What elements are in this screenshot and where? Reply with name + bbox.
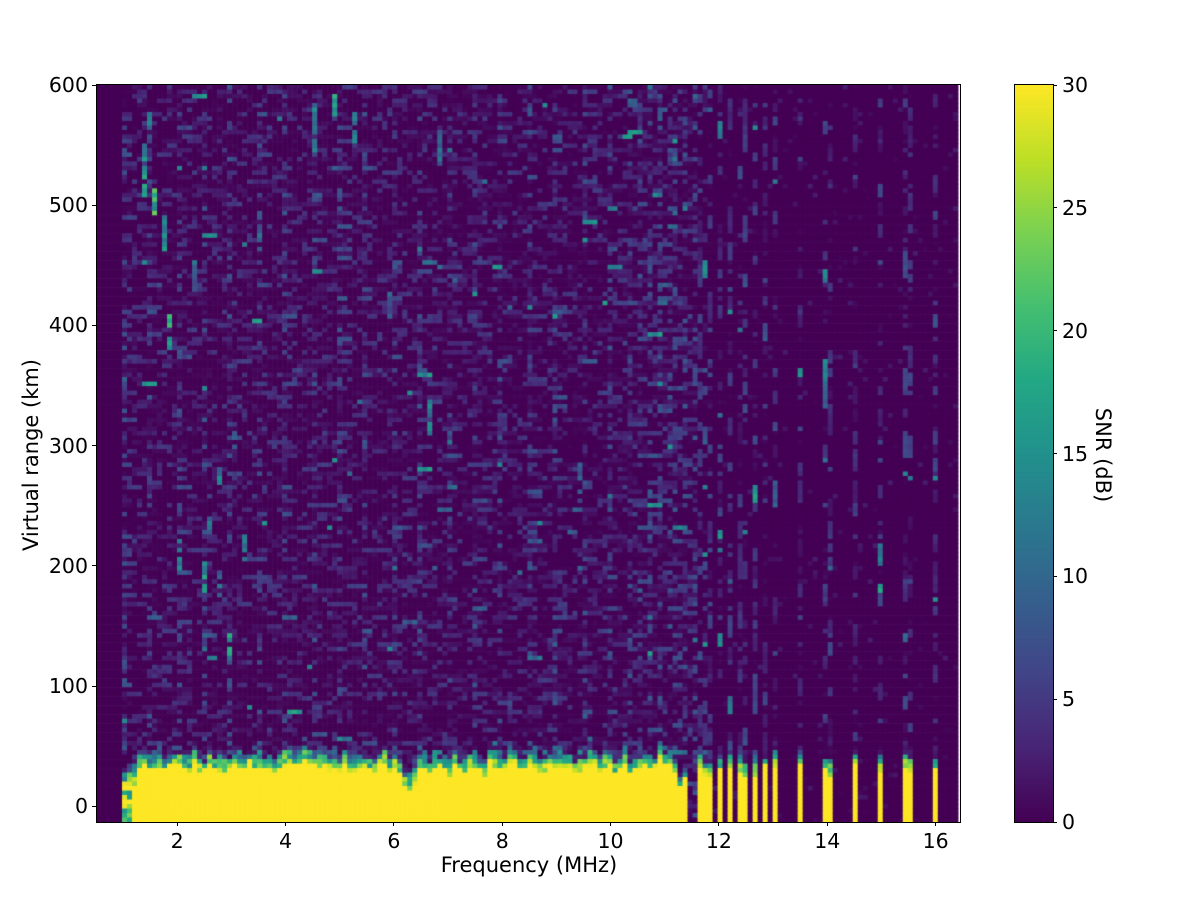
colorbar-tick-mark bbox=[1053, 821, 1057, 823]
y-tick-mark bbox=[92, 445, 96, 447]
y-tick-mark bbox=[92, 324, 96, 326]
x-tick-mark bbox=[718, 822, 720, 826]
colorbar-tick-label: 20 bbox=[1062, 318, 1089, 343]
y-tick-label: 600 bbox=[48, 73, 88, 97]
y-tick-label: 300 bbox=[48, 433, 88, 458]
y-tick-label: 500 bbox=[48, 193, 88, 218]
x-tick-mark bbox=[285, 822, 287, 826]
y-tick-label: 0 bbox=[74, 794, 88, 819]
y-tick-mark bbox=[92, 685, 96, 687]
x-tick-mark bbox=[935, 822, 937, 826]
x-tick-mark bbox=[610, 822, 612, 826]
x-tick-mark bbox=[501, 822, 503, 826]
colorbar-tick-mark bbox=[1053, 84, 1057, 86]
colorbar bbox=[1014, 84, 1054, 823]
plot-area bbox=[96, 84, 961, 823]
x-axis-label: Frequency (MHz) bbox=[440, 853, 618, 877]
colorbar-tick-mark bbox=[1053, 575, 1057, 577]
y-tick-mark bbox=[92, 84, 96, 86]
colorbar-tick-label: 5 bbox=[1062, 687, 1076, 712]
y-tick-label: 400 bbox=[48, 313, 88, 338]
colorbar-tick-label: 15 bbox=[1062, 441, 1089, 466]
x-tick-label: 2 bbox=[170, 829, 184, 853]
x-tick-label: 10 bbox=[597, 829, 624, 853]
colorbar-tick-label: 25 bbox=[1062, 195, 1089, 220]
x-tick-mark bbox=[826, 822, 828, 826]
colorbar-tick-label: 30 bbox=[1062, 73, 1089, 97]
x-tick-mark bbox=[393, 822, 395, 826]
x-tick-label: 4 bbox=[278, 829, 293, 853]
x-tick-label: 6 bbox=[387, 829, 401, 853]
y-tick-mark bbox=[92, 805, 96, 807]
x-tick-mark bbox=[176, 822, 178, 826]
colorbar-tick-label: 0 bbox=[1062, 810, 1076, 834]
colorbar-tick-mark bbox=[1053, 698, 1057, 700]
x-tick-label: 12 bbox=[705, 829, 732, 853]
ionogram-heatmap-canvas bbox=[97, 85, 960, 822]
colorbar-tick-mark bbox=[1053, 330, 1057, 332]
y-tick-label: 200 bbox=[48, 553, 88, 578]
colorbar-tick-mark bbox=[1053, 207, 1057, 209]
x-tick-label: 14 bbox=[814, 829, 841, 853]
x-tick-label: 8 bbox=[495, 829, 509, 853]
colorbar-gradient-canvas bbox=[1015, 85, 1053, 822]
colorbar-tick-label: 10 bbox=[1062, 564, 1089, 589]
y-tick-label: 100 bbox=[48, 674, 88, 699]
x-tick-label: 16 bbox=[922, 829, 949, 853]
y-tick-mark bbox=[92, 204, 96, 206]
colorbar-tick-mark bbox=[1053, 453, 1057, 454]
y-tick-mark bbox=[92, 565, 96, 567]
